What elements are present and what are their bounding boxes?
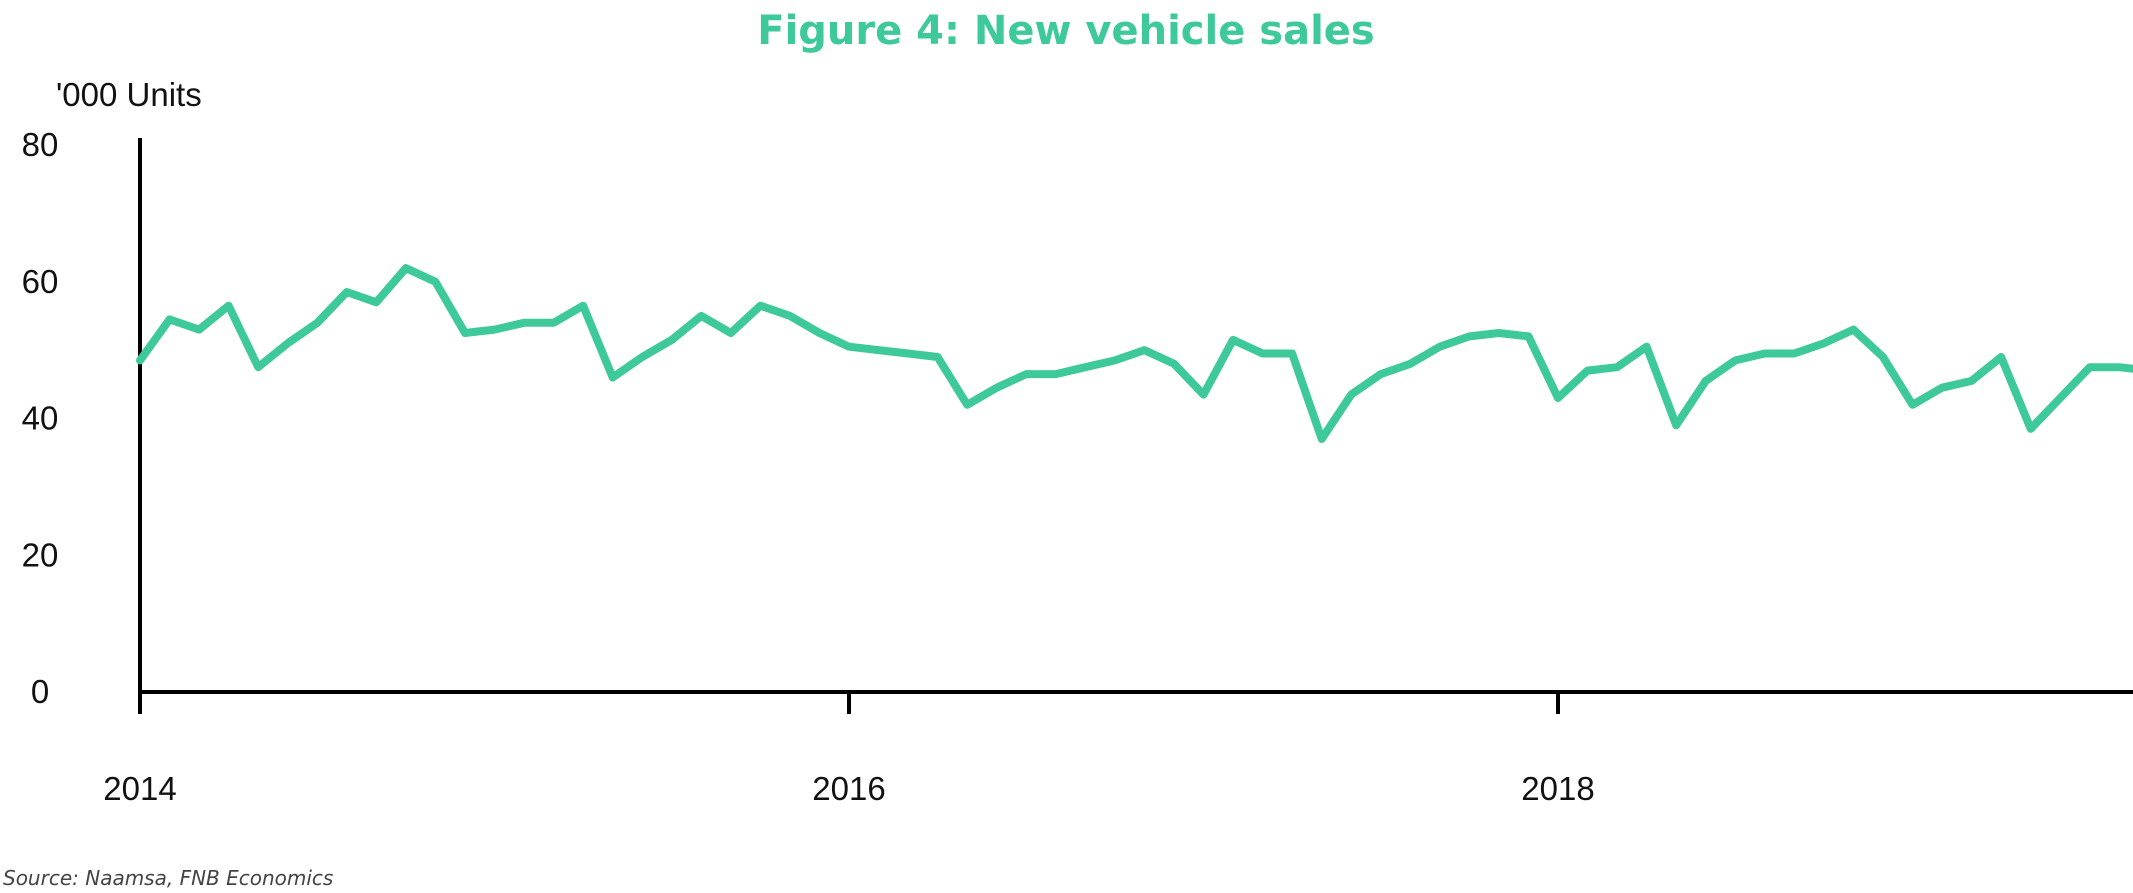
x-tick-label: 2014	[103, 770, 176, 807]
y-tick-label: 80	[22, 126, 59, 163]
source-note: Source: Naamsa, FNB Economics	[3, 866, 333, 890]
x-axis-ticks: 201420162018202020222024	[103, 692, 1595, 807]
y-tick-label: 0	[31, 673, 49, 710]
series-line-new-vehicle-sales	[136, 264, 2133, 443]
x-tick-label: 2018	[1521, 770, 1594, 807]
y-axis-unit-label: '000 Units	[56, 76, 202, 113]
chart-title: Figure 4: New vehicle sales	[757, 8, 1374, 54]
y-tick-label: 40	[22, 400, 59, 437]
x-tick-label: 2016	[812, 770, 885, 807]
y-tick-label: 60	[22, 263, 59, 300]
y-tick-label: 20	[22, 536, 59, 573]
y-axis-ticks: 0 20 40 60 80	[22, 126, 59, 710]
